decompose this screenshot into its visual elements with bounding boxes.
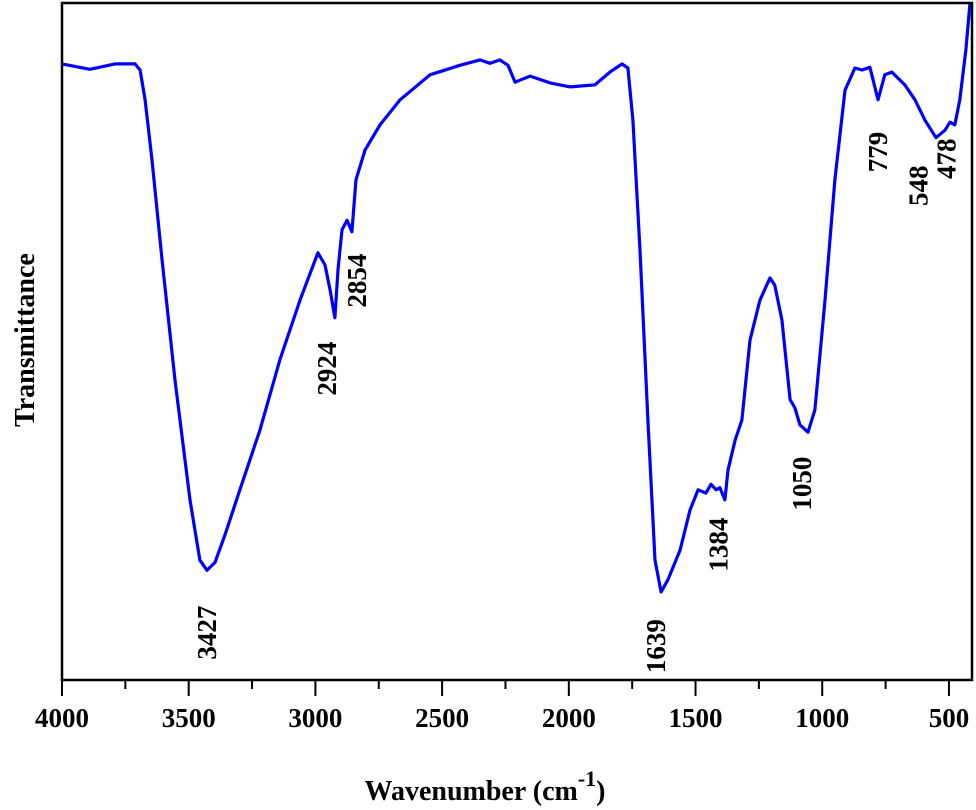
x-axis-label-end: ) bbox=[596, 776, 605, 807]
peak-label-1050: 1050 bbox=[787, 457, 817, 511]
x-tick-label: 3500 bbox=[162, 703, 216, 733]
peak-label-779: 779 bbox=[863, 132, 893, 173]
peak-label-2854: 2854 bbox=[342, 254, 372, 308]
y-axis-label: Transmittance bbox=[10, 253, 41, 427]
series-line-ftir-spectrum bbox=[61, 2, 972, 594]
x-tick-label: 1000 bbox=[795, 703, 849, 733]
x-tick-label: 2000 bbox=[542, 703, 596, 733]
x-tick-label: 3000 bbox=[288, 703, 342, 733]
x-axis-label-superscript: -1 bbox=[578, 766, 596, 791]
peak-label-478: 478 bbox=[931, 138, 961, 179]
plot-frame bbox=[60, 1, 974, 682]
x-axis-label: Wavenumber (cm-1) bbox=[364, 766, 605, 807]
peak-label-1639: 1639 bbox=[641, 619, 671, 673]
peak-label-3427: 3427 bbox=[192, 606, 222, 660]
x-tick-label: 500 bbox=[929, 703, 970, 733]
peak-label-548: 548 bbox=[904, 166, 934, 207]
peak-label-2924: 2924 bbox=[312, 342, 342, 396]
peak-label-1384: 1384 bbox=[703, 518, 733, 572]
x-tick-label: 4000 bbox=[35, 703, 89, 733]
x-axis-ticks: 4000 3500 3000 2500 2000 1500 1000 500 bbox=[35, 680, 969, 733]
x-axis-label-main: Wavenumber (cm bbox=[364, 776, 577, 807]
x-tick-label: 1500 bbox=[669, 703, 723, 733]
x-tick-label: 2500 bbox=[415, 703, 469, 733]
